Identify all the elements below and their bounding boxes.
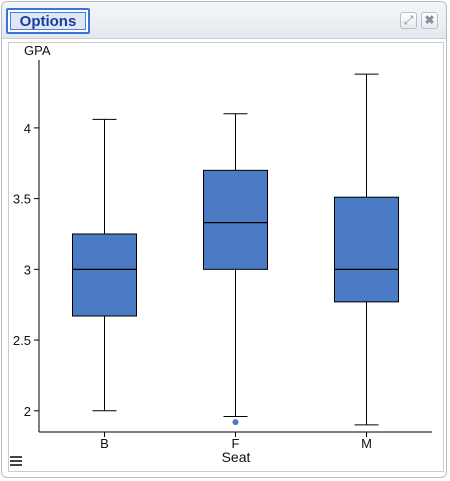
y-axis-label: GPA — [24, 43, 51, 58]
hamburger-menu-icon[interactable] — [10, 456, 22, 467]
iqr-box — [334, 196, 399, 303]
x-tick-label: F — [232, 436, 240, 451]
iqr-box — [72, 233, 137, 317]
x-axis-label: Seat — [222, 449, 251, 465]
box-group-b — [72, 118, 137, 412]
x-tick-label: M — [361, 436, 372, 451]
chart-axes: 2 2.5 3 3.5 4 B F M — [13, 60, 432, 451]
box-group-m — [334, 73, 399, 426]
x-tick-label: B — [100, 436, 109, 451]
y-tick-label: 3 — [24, 262, 31, 277]
options-button-label: Options — [10, 12, 86, 30]
window-titlebar: Options ⤢ ✖ — [2, 2, 446, 39]
box-group-f — [203, 113, 268, 426]
iqr-box — [203, 169, 268, 270]
options-button[interactable]: Options — [6, 8, 90, 34]
outlier-point — [232, 419, 239, 426]
y-tick-label: 4 — [24, 121, 31, 136]
y-tick-label: 3.5 — [13, 192, 31, 207]
expand-icon[interactable]: ⤢ — [400, 12, 417, 29]
close-icon[interactable]: ✖ — [421, 12, 438, 29]
box-series — [72, 73, 399, 426]
y-tick-label: 2 — [24, 404, 31, 419]
y-tick-label: 2.5 — [13, 333, 31, 348]
